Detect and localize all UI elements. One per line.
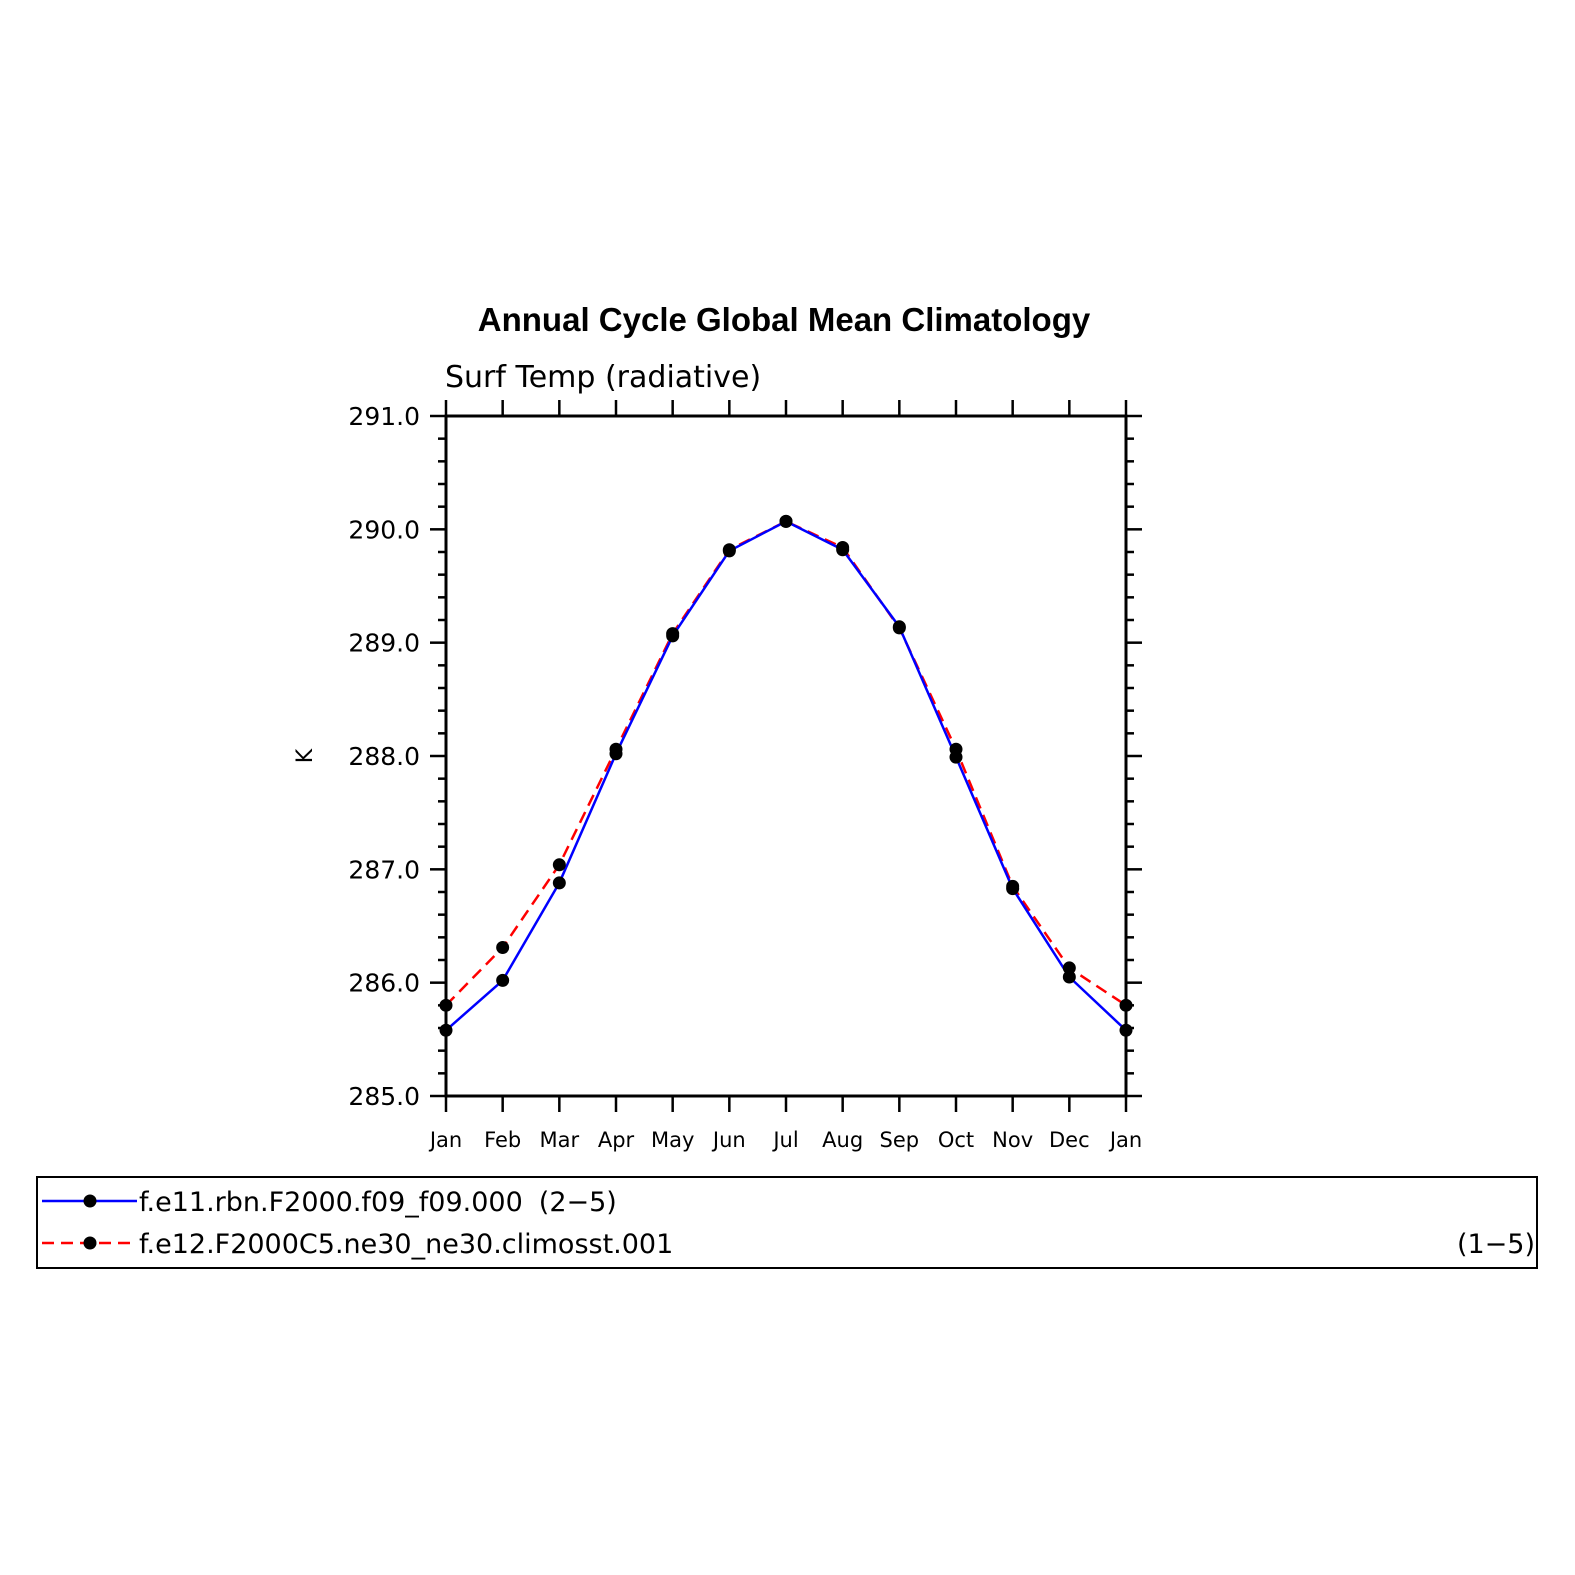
- x-tick-label: Apr: [598, 1128, 635, 1152]
- data-point: [666, 629, 680, 643]
- y-tick-label: 286.0: [348, 969, 420, 998]
- data-point: [722, 544, 736, 558]
- legend-items: f.e11.rbn.F2000.f09_f09.000 (2−5) f.e12.F2…: [42, 1187, 1535, 1260]
- legend-marker: [83, 1194, 97, 1208]
- x-tick-label: Jan: [1108, 1128, 1142, 1152]
- chart-subtitle: Surf Temp (radiative): [445, 360, 761, 395]
- legend-label: f.e12.F2000C5.ne30_ne30.climosst.001: [139, 1229, 673, 1260]
- legend-range: (1−5): [1457, 1229, 1535, 1260]
- x-tick-label: Feb: [484, 1128, 521, 1152]
- data-point: [1006, 882, 1020, 896]
- data-point: [836, 543, 850, 557]
- data-point: [1062, 970, 1076, 984]
- legend-range: (2−5): [539, 1187, 617, 1218]
- chart-title: Annual Cycle Global Mean Climatology: [478, 301, 1091, 338]
- x-tick-label: Dec: [1049, 1128, 1090, 1152]
- data-point: [1119, 998, 1133, 1012]
- legend-label: f.e11.rbn.F2000.f09_f09.000: [139, 1187, 523, 1218]
- data-point: [1062, 961, 1076, 975]
- data-point: [552, 876, 566, 890]
- data-point: [609, 747, 623, 761]
- y-tick-label: 285.0: [348, 1082, 420, 1111]
- x-tick-label: Jan: [428, 1128, 462, 1152]
- data-point: [439, 1023, 453, 1037]
- axis-ticks: 285.0 286.0 287.0 288.0 289.0 290.0 291.0 Jan Fe…: [348, 400, 1142, 1152]
- data-point: [496, 941, 510, 955]
- series-line: [445, 519, 1127, 1032]
- y-tick-label: 290.0: [348, 515, 420, 544]
- y-tick-label: 288.0: [348, 742, 420, 771]
- legend-marker: [83, 1236, 97, 1250]
- data-point: [1119, 1023, 1133, 1037]
- y-tick-label: 291.0: [348, 402, 420, 431]
- y-tick-label: 287.0: [348, 855, 420, 884]
- data-point: [949, 750, 963, 764]
- x-tick-label: Jul: [771, 1128, 798, 1152]
- x-tick-label: Jun: [711, 1128, 746, 1152]
- x-tick-label: Nov: [992, 1128, 1033, 1152]
- x-tick-label: May: [651, 1128, 694, 1152]
- data-point: [552, 858, 566, 872]
- data-point: [892, 620, 906, 634]
- x-tick-label: Oct: [938, 1128, 974, 1152]
- data-point: [496, 973, 510, 987]
- series-layer: [439, 514, 1133, 1037]
- legend-frame: [36, 1176, 1538, 1269]
- y-tick-label: 289.0: [348, 629, 420, 658]
- legend: f.e11.rbn.F2000.f09_f09.000 (2−5) f.e12.F2…: [36, 1176, 1538, 1269]
- x-tick-label: Mar: [540, 1128, 580, 1152]
- x-tick-label: Aug: [822, 1128, 863, 1152]
- x-tick-label: Sep: [880, 1128, 920, 1152]
- data-point: [779, 514, 793, 528]
- series-line: [445, 520, 1127, 1007]
- y-axis-label: K: [293, 748, 318, 763]
- data-point: [439, 998, 453, 1012]
